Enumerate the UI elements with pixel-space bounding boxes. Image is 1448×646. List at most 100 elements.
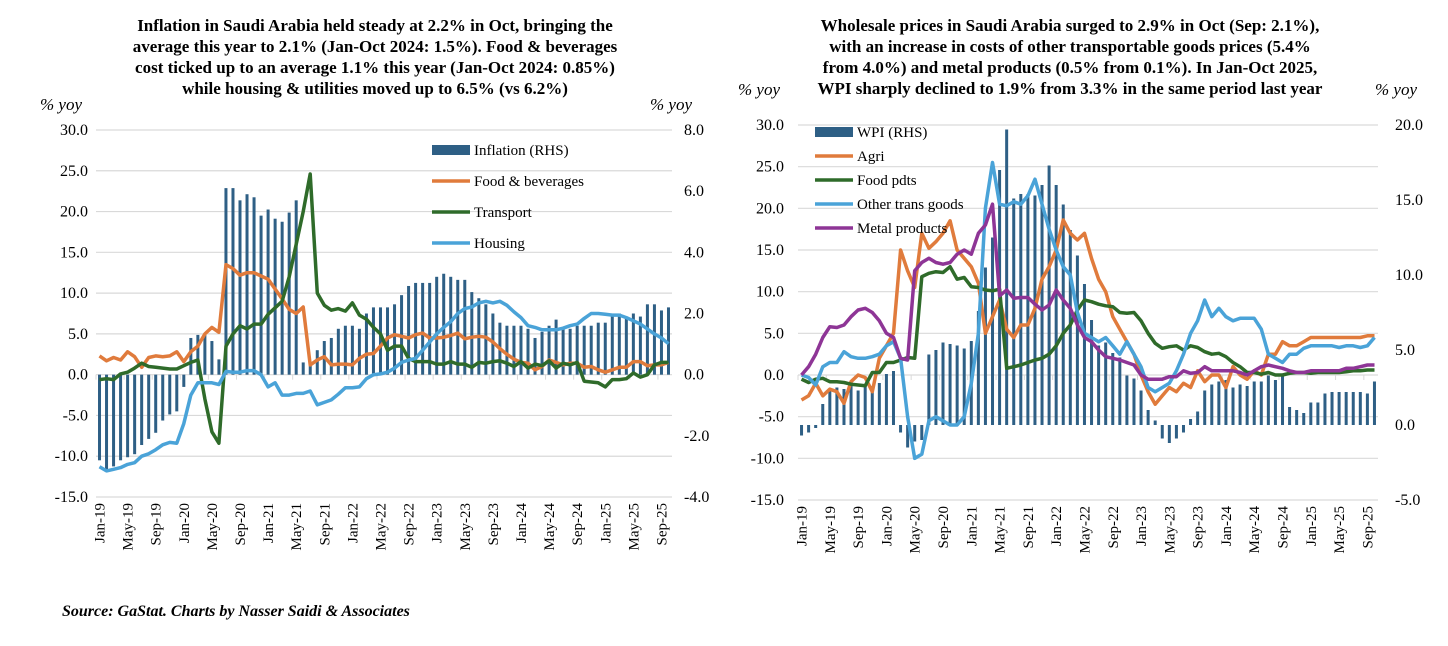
bar [245,194,249,375]
bar [1118,357,1122,425]
y-tick-right: 15.0 [1395,192,1423,209]
bar [1047,165,1051,425]
y-tick-left: 25.0 [60,163,88,180]
y-tick-right: 5.0 [1395,342,1415,359]
x-tick-label: May-21 [289,503,305,551]
bar [941,342,945,425]
legend-label: Other trans goods [857,197,964,213]
bar [1351,392,1355,425]
bar [863,386,867,425]
chart-title-inflation: Inflation in Saudi Arabia held steady at… [132,16,618,98]
bar [991,237,995,425]
x-tick-label: May-20 [908,506,924,554]
bar [1365,393,1369,425]
y-tick-left: 20.0 [60,204,88,221]
bar [1061,204,1065,425]
bar [1281,375,1285,425]
x-tick-label: Jan-21 [261,503,277,543]
y-tick-left: 25.0 [756,159,784,176]
bar [1132,378,1136,425]
y-tick-right: 0.0 [1395,417,1415,434]
bar [231,188,235,375]
x-tick-label: Jan-19 [795,506,811,546]
legend-label: Agri [857,149,885,165]
bar [456,279,460,375]
bar [955,345,959,425]
x-tick-label: May-19 [823,506,839,554]
x-tick-label: Jan-19 [93,503,109,543]
bar [1019,194,1023,425]
y-tick-left: 5.0 [764,325,784,342]
bar [329,337,333,375]
bar [287,212,291,375]
bar [828,390,832,425]
bar [1012,198,1016,425]
bar [1231,387,1235,425]
x-tick-label: May-23 [1162,506,1178,554]
x-tick-label: Jan-22 [1049,506,1065,546]
x-tick-label: Jan-20 [879,506,895,546]
bar [133,374,137,455]
y-tick-left: 5.0 [68,326,88,343]
bar [1153,420,1157,425]
bar [849,386,853,425]
bar [906,425,910,448]
y-tick-left: -5.0 [63,407,88,424]
x-tick-label: May-23 [458,503,474,550]
bar [1082,284,1086,425]
x-tick-label: May-25 [1332,506,1348,554]
bar [561,328,565,375]
x-tick-label: Jan-21 [964,506,980,546]
bar [575,325,579,375]
bar [1075,255,1079,425]
bar [393,304,397,375]
x-tick-label: Sep-24 [570,503,586,546]
bar [428,282,432,375]
bar [154,374,158,433]
bar [1139,390,1143,425]
x-tick-label: May-21 [993,506,1009,554]
y-tick-right: -2.0 [684,428,709,445]
x-tick-label: Sep-25 [654,503,670,546]
bar [1160,425,1164,439]
bar [1040,185,1044,425]
bar [463,279,467,375]
bar [470,292,474,375]
x-tick-label: Sep-22 [1106,506,1122,549]
x-tick-label: Sep-25 [1360,506,1376,549]
bar [821,404,825,425]
bar [1146,410,1150,425]
x-tick-label: Jan-24 [1219,506,1235,546]
chart-1: 30.0 25.0 20.0 15.0 10.0 5.0 0.0 -5.0 -10.0 -15.0… [751,117,1423,554]
x-tick-label: Jan-23 [1134,506,1150,546]
right-axis-unit-label-wpi: % yoy [1375,80,1418,99]
x-tick-label: Sep-22 [402,503,418,546]
x-tick-label: May-20 [205,503,221,551]
bar [1344,392,1348,425]
bar [196,334,200,375]
bar [1323,393,1327,425]
bar [1295,410,1299,425]
bar [98,374,102,461]
y-tick-right: 6.0 [684,183,704,200]
series-line-metal-products [800,202,1375,381]
legend-label: Food & beverages [474,174,584,190]
y-tick-right: 2.0 [684,306,704,323]
bar [1097,345,1101,425]
x-tick-label: May-22 [1077,506,1093,554]
bar [421,282,425,375]
legend-label: Food pdts [857,173,917,189]
bar [1372,381,1376,425]
bar [1238,384,1242,425]
bar [301,362,305,375]
bar [652,304,656,375]
bar [1203,390,1207,425]
y-tick-left: 30.0 [60,122,88,139]
bar [1259,381,1263,425]
x-tick-label: Jan-23 [430,503,446,543]
bar [1266,375,1270,425]
bar [266,209,270,375]
x-tick-label: Sep-20 [936,506,952,549]
bar [1288,407,1292,425]
